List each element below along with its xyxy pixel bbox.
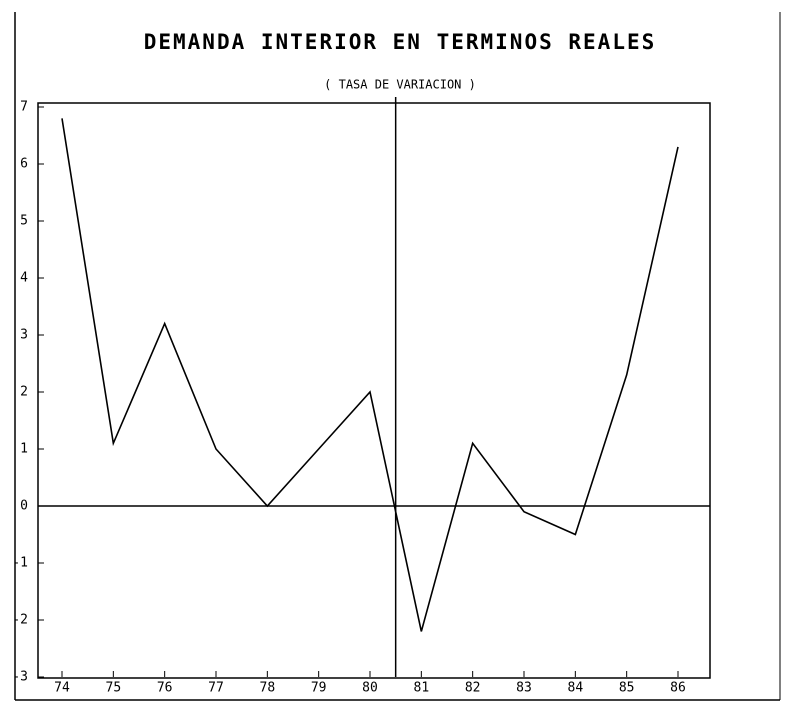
x-tick-label: 84	[568, 681, 584, 696]
chart-subtitle: ( TASA DE VARIACION )	[324, 78, 476, 92]
x-tick-label: 78	[260, 681, 276, 696]
y-tick-label: 7	[20, 100, 28, 115]
y-tick-label: -1	[12, 556, 28, 571]
y-tick-label: 4	[20, 271, 28, 286]
plot-area	[37, 102, 711, 679]
x-tick-label: 83	[516, 681, 532, 696]
x-tick-label: 74	[54, 681, 70, 696]
y-tick-label: -2	[12, 613, 28, 628]
x-tick-label: 86	[670, 681, 686, 696]
x-tick-label: 80	[362, 681, 378, 696]
chart-title: DEMANDA INTERIOR EN TERMINOS REALES	[144, 30, 657, 54]
y-tick-label: 5	[20, 214, 28, 229]
y-tick-label: 0	[20, 499, 28, 514]
x-tick-label: 85	[619, 681, 635, 696]
y-tick-label: 1	[20, 442, 28, 457]
x-tick-label: 81	[414, 681, 430, 696]
x-tick-label: 76	[157, 681, 173, 696]
x-tick-label: 79	[311, 681, 327, 696]
y-tick-label: 6	[20, 157, 28, 172]
y-tick-label: -3	[12, 670, 28, 685]
data-line	[61, 118, 679, 632]
y-tick-label: 2	[20, 385, 28, 400]
x-tick-label: 77	[208, 681, 224, 696]
x-tick-label: 82	[465, 681, 481, 696]
x-tick-label: 75	[106, 681, 122, 696]
y-tick-label: 3	[20, 328, 28, 343]
